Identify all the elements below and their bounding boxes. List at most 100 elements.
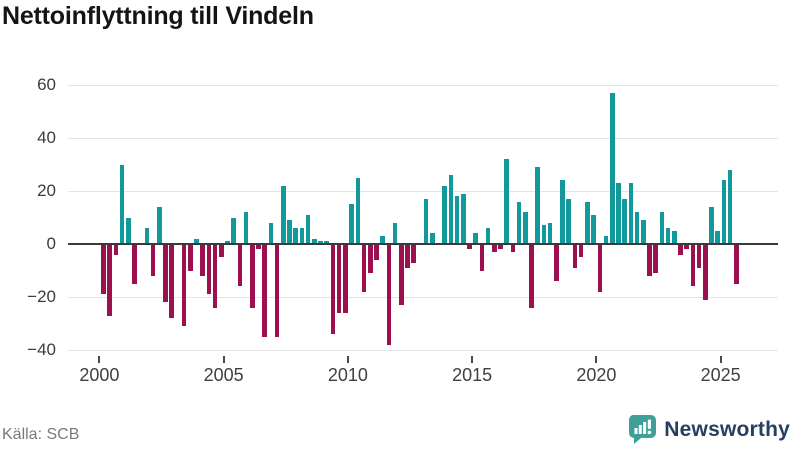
bar — [696, 244, 702, 268]
bar — [262, 244, 268, 337]
x-axis-tick-label: 2010 — [327, 365, 368, 385]
bar — [398, 244, 404, 305]
bar — [460, 193, 466, 244]
bar — [293, 228, 299, 244]
bar — [547, 222, 553, 244]
bar — [535, 167, 541, 244]
bar — [132, 244, 137, 284]
zero-baseline — [68, 243, 778, 245]
bar — [169, 244, 174, 319]
bar — [411, 244, 416, 263]
bar — [318, 241, 323, 244]
x-axis-tick — [595, 356, 598, 363]
gridline — [68, 85, 778, 86]
x-axis-tick-label: 2025 — [700, 365, 741, 385]
newsworthy-speech-bubble-bar-chart-icon — [629, 414, 657, 444]
bar — [312, 238, 317, 244]
bar — [287, 220, 292, 244]
bar — [423, 198, 429, 244]
bar — [187, 244, 193, 271]
x-axis-tick — [98, 356, 101, 363]
bar — [305, 214, 311, 244]
bar — [107, 244, 112, 316]
bar — [274, 244, 280, 337]
source-label: Källa: SCB — [2, 426, 80, 443]
gridline — [68, 350, 778, 351]
bar — [256, 244, 261, 250]
bar — [554, 244, 559, 282]
bar — [479, 244, 485, 271]
bar — [405, 244, 410, 268]
bar — [671, 230, 677, 244]
bar — [566, 198, 572, 244]
newsworthy-wordmark: Newsworthy — [664, 417, 790, 441]
bar — [250, 244, 255, 308]
bar — [206, 244, 212, 295]
bar — [467, 244, 472, 250]
bar — [237, 244, 243, 287]
bar — [640, 220, 646, 244]
bar — [268, 222, 274, 244]
bar — [510, 244, 516, 252]
bar — [374, 244, 379, 260]
y-axis-tick-label: 40 — [37, 128, 56, 147]
bar — [715, 230, 720, 244]
gridline — [68, 297, 778, 298]
x-axis-tick — [346, 356, 349, 363]
bar — [442, 185, 447, 244]
bar — [212, 244, 218, 308]
bar — [578, 244, 584, 258]
bar — [113, 244, 119, 255]
bar — [150, 244, 156, 276]
bar — [516, 201, 522, 244]
y-axis-tick-label: 20 — [37, 181, 56, 200]
bar — [721, 180, 727, 244]
x-axis-tick — [719, 356, 722, 363]
newsworthy-logo: Newsworthy — [628, 414, 790, 445]
bar — [603, 236, 609, 244]
bar — [504, 159, 510, 244]
bar — [181, 244, 187, 327]
bar — [622, 198, 627, 244]
bar — [529, 244, 534, 308]
bar — [218, 244, 224, 258]
bar — [194, 238, 199, 244]
bar — [523, 212, 528, 244]
bar — [281, 185, 286, 244]
bar — [597, 244, 603, 292]
y-axis-tick-label: 0 — [46, 234, 56, 253]
y-axis-tick-label: 60 — [37, 75, 56, 94]
bar — [734, 244, 739, 284]
gridline — [68, 138, 778, 139]
bar — [367, 244, 373, 274]
gridline — [68, 191, 778, 192]
bar — [101, 244, 106, 295]
bar — [156, 206, 162, 244]
bar — [702, 244, 708, 300]
bar — [349, 204, 354, 244]
bar — [299, 228, 305, 244]
bar — [591, 214, 596, 244]
bar — [355, 177, 361, 244]
bar — [572, 244, 578, 268]
bar — [560, 180, 565, 244]
bar — [454, 196, 460, 244]
bar — [653, 244, 658, 274]
bar — [498, 244, 503, 250]
chart-title: Nettoinflyttning till Vindeln — [2, 2, 314, 30]
bar — [343, 244, 348, 313]
bar — [634, 212, 640, 244]
x-axis-tick-label: 2015 — [452, 365, 493, 385]
bar — [225, 241, 230, 244]
bar — [541, 225, 547, 244]
bar — [144, 228, 150, 244]
bar — [243, 212, 249, 244]
bar — [473, 233, 478, 244]
bar — [665, 228, 671, 244]
bar — [628, 183, 634, 244]
bar — [330, 244, 336, 335]
x-axis-tick — [222, 356, 225, 363]
bar — [324, 241, 330, 244]
bar — [119, 164, 125, 244]
